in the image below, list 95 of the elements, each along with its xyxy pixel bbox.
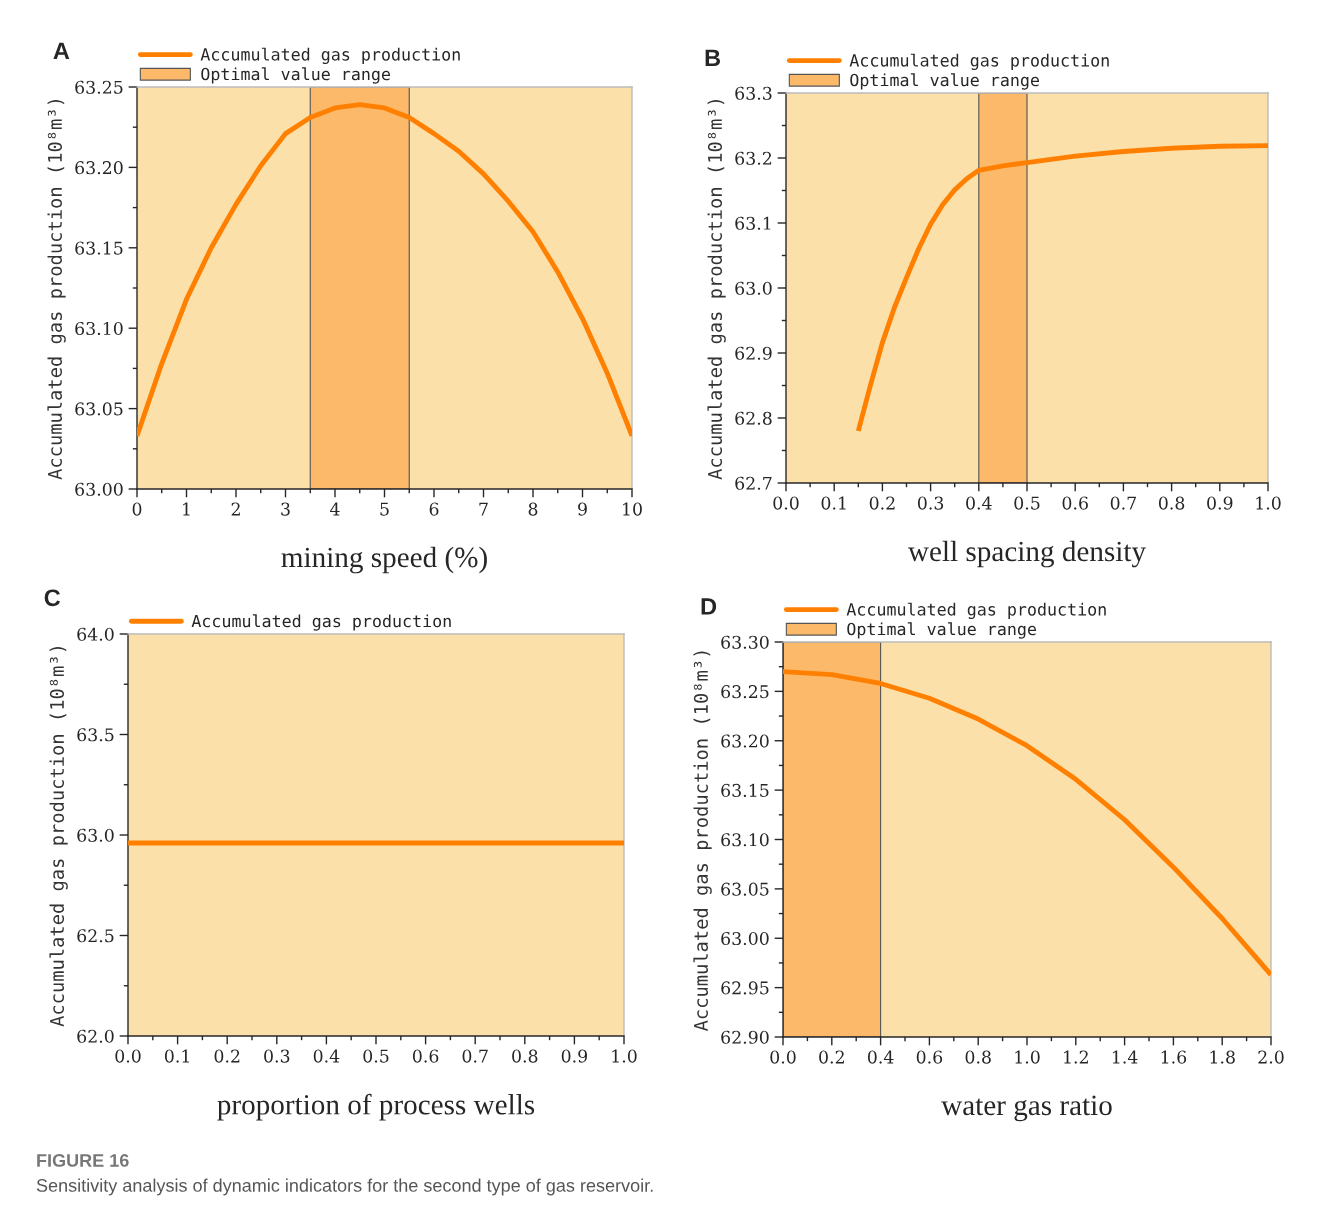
x-tick-label: 3 bbox=[281, 502, 290, 516]
legend-label: Accumulated gas production bbox=[849, 53, 1109, 70]
y-tick-label: 63.1 bbox=[735, 216, 771, 230]
band-label: Optimal value range bbox=[847, 622, 1036, 639]
x-tick-label: 0.6 bbox=[412, 1049, 439, 1063]
y-tick-label: 63.25 bbox=[721, 685, 769, 699]
text: Sensitivity analysis of dynamic indicators for the second type of gas reservoir. bbox=[36, 1178, 653, 1196]
y-tick-label: 62.7 bbox=[735, 476, 772, 490]
legend-label: Accumulated gas production bbox=[191, 614, 451, 631]
y-tick-label: 63.30 bbox=[721, 635, 769, 649]
x-tick-label: 0.5 bbox=[363, 1049, 389, 1063]
x-tick-label: 0.8 bbox=[1158, 496, 1185, 510]
y-tick-label: 62.0 bbox=[77, 1029, 114, 1043]
x-axis-title: water gas ratio bbox=[941, 1095, 1112, 1122]
x-tick-label: 0.6 bbox=[916, 1050, 943, 1064]
x-tick-label: 1 bbox=[183, 502, 190, 516]
x-tick-label: 0.8 bbox=[965, 1050, 991, 1064]
y-tick-label: 63.00 bbox=[721, 931, 769, 946]
x-tick-label: 6 bbox=[429, 502, 439, 516]
x-tick-label: 0.8 bbox=[512, 1049, 538, 1063]
x-tick-label: 8 bbox=[528, 502, 538, 516]
x-tick-label: 0.6 bbox=[1062, 496, 1088, 510]
y-axis-title: Accumulated gas production (10⁸m³) bbox=[49, 646, 68, 1027]
y-tick-label: 62.95 bbox=[721, 981, 769, 995]
x-tick-label: 1.0 bbox=[612, 1049, 637, 1063]
x-tick-label: 0.4 bbox=[966, 496, 992, 510]
y-axis-title: Accumulated gas production (10⁸m³) bbox=[693, 651, 712, 1032]
x-tick-label: 0.0 bbox=[770, 1050, 796, 1064]
line-series bbox=[783, 669, 1271, 978]
x-tick-label: 0.4 bbox=[313, 1049, 340, 1063]
x-tick-label: 0.7 bbox=[462, 1049, 488, 1063]
y-tick-label: 62.5 bbox=[77, 929, 114, 943]
x-tick-label: 0.5 bbox=[1014, 496, 1040, 510]
x-tick-label: 0.3 bbox=[917, 496, 944, 510]
legend-label: Accumulated gas production bbox=[200, 47, 460, 64]
x-tick-label: 4 bbox=[330, 502, 340, 516]
y-tick-label: 63.0 bbox=[77, 828, 114, 842]
x-tick-label: 0.1 bbox=[821, 496, 846, 510]
x-tick-label: 7 bbox=[479, 502, 488, 516]
x-tick-label: 2 bbox=[231, 502, 240, 516]
y-tick-label: 62.9 bbox=[735, 346, 772, 360]
x-tick-label: 0.2 bbox=[819, 1050, 844, 1064]
y-tick-label: 63.15 bbox=[75, 241, 123, 255]
x-tick-label: 1.2 bbox=[1064, 1050, 1088, 1064]
x-axis-title: mining speed (%) bbox=[281, 546, 487, 574]
x-tick-label: 10 bbox=[623, 502, 642, 516]
y-tick-label: 63.20 bbox=[75, 161, 123, 175]
line-series bbox=[137, 102, 632, 439]
y-tick-label: 63.10 bbox=[75, 321, 123, 336]
x-tick-label: 1.8 bbox=[1210, 1050, 1235, 1064]
x-tick-label: 1.4 bbox=[1112, 1050, 1138, 1064]
y-tick-label: 63.10 bbox=[721, 833, 769, 847]
y-tick-label: 63.3 bbox=[735, 86, 772, 100]
chart-title: D bbox=[701, 598, 717, 615]
x-tick-label: 0.4 bbox=[867, 1050, 894, 1064]
band-label: Optimal value range bbox=[850, 73, 1039, 90]
chart-title: A bbox=[53, 42, 70, 59]
y-tick-label: 63.20 bbox=[721, 734, 769, 748]
y-tick-label: 63.05 bbox=[721, 882, 769, 896]
x-tick-label: 0.9 bbox=[1207, 496, 1233, 510]
x-tick-label: 0.0 bbox=[115, 1049, 141, 1063]
y-tick-label: 63.05 bbox=[75, 402, 123, 416]
y-tick-label: 63.5 bbox=[77, 728, 114, 742]
x-tick-label: 0.2 bbox=[214, 1049, 240, 1063]
x-tick-label: 2.0 bbox=[1258, 1050, 1284, 1064]
x-tick-label: 0.1 bbox=[164, 1049, 189, 1063]
y-tick-label: 63.00 bbox=[75, 482, 123, 496]
x-tick-label: 1.0 bbox=[1256, 496, 1281, 510]
chart-title: B bbox=[705, 49, 721, 66]
x-tick-label: 0.7 bbox=[1110, 496, 1136, 510]
y-axis-title: Accumulated gas production (10⁸m³) bbox=[47, 99, 66, 480]
line-series bbox=[855, 143, 1268, 434]
x-tick-label: 1.6 bbox=[1161, 1050, 1187, 1064]
x-tick-label: 5 bbox=[380, 502, 389, 516]
caption: FIGURE 16 bbox=[37, 1154, 129, 1167]
x-tick-label: 0 bbox=[132, 502, 142, 516]
x-axis-title: proportion of process wells bbox=[217, 1093, 535, 1121]
x-tick-label: 0.9 bbox=[561, 1049, 588, 1063]
band-label: Optimal value range bbox=[201, 67, 390, 84]
x-tick-label: 1.0 bbox=[1015, 1050, 1040, 1064]
legend-label: Accumulated gas production bbox=[846, 602, 1106, 619]
x-tick-label: 0.0 bbox=[773, 496, 799, 510]
chart-title: C bbox=[44, 589, 61, 607]
x-tick-label: 0.2 bbox=[869, 496, 895, 510]
y-tick-label: 64.0 bbox=[77, 627, 114, 641]
x-tick-label: 9 bbox=[578, 502, 587, 516]
y-tick-label: 62.8 bbox=[735, 411, 772, 425]
x-axis-title: well spacing density bbox=[907, 540, 1146, 568]
x-tick-label: 0.3 bbox=[264, 1049, 290, 1063]
y-tick-label: 63.15 bbox=[721, 783, 769, 797]
y-tick-label: 63.25 bbox=[75, 80, 123, 94]
y-tick-label: 63.0 bbox=[735, 281, 772, 295]
y-axis-title: Accumulated gas production (10⁸m³) bbox=[707, 99, 726, 480]
y-tick-label: 63.2 bbox=[735, 151, 772, 165]
y-tick-label: 62.90 bbox=[721, 1030, 769, 1044]
